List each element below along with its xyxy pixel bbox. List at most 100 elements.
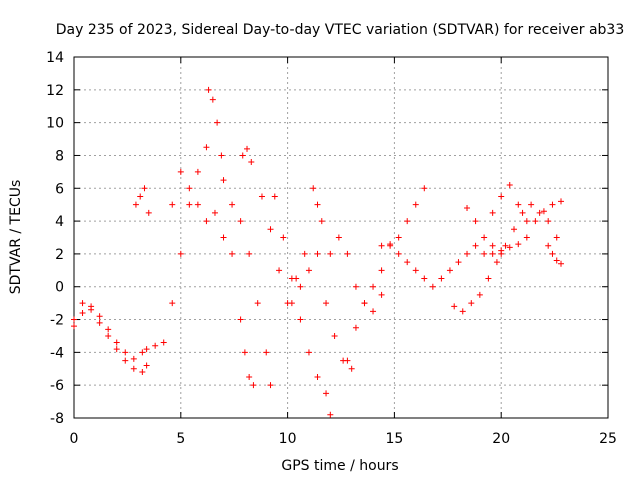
y-tick-label: 4 [55, 214, 64, 230]
data-point [241, 349, 248, 356]
data-marks [71, 86, 565, 418]
data-point [464, 204, 471, 211]
data-point [506, 181, 513, 188]
data-point [523, 218, 530, 225]
data-point [323, 300, 330, 307]
data-point [545, 242, 552, 249]
data-point [485, 275, 492, 282]
data-point [327, 411, 334, 418]
data-point [113, 346, 120, 353]
data-point [218, 152, 225, 159]
data-point [515, 201, 522, 208]
data-point [438, 275, 445, 282]
data-point [472, 218, 479, 225]
data-point [459, 308, 466, 315]
data-point [280, 234, 287, 241]
data-point [267, 382, 274, 389]
data-point [160, 339, 167, 346]
data-point [455, 259, 462, 266]
data-point [318, 218, 325, 225]
data-point [305, 267, 312, 274]
data-point [301, 250, 308, 257]
data-point [378, 267, 385, 274]
data-point [122, 357, 129, 364]
data-series [169, 168, 236, 257]
data-point [203, 144, 210, 151]
data-point [79, 300, 86, 307]
x-tick-label: 15 [385, 431, 403, 447]
data-point [481, 250, 488, 257]
data-point [169, 300, 176, 307]
y-tick-label: 0 [55, 280, 64, 296]
data-point [429, 283, 436, 290]
data-point [331, 332, 338, 339]
data-point [314, 373, 321, 380]
data-point [549, 201, 556, 208]
data-point [511, 226, 518, 233]
y-tick-label: 14 [46, 50, 64, 66]
data-point [327, 250, 334, 257]
data-point [194, 168, 201, 175]
data-point [297, 283, 304, 290]
data-point [335, 234, 342, 241]
data-series [220, 177, 274, 389]
data-point [387, 241, 394, 248]
data-point [528, 201, 535, 208]
data-series [71, 306, 150, 376]
grid-layer [74, 57, 608, 418]
y-tick-label: 8 [55, 148, 64, 164]
data-series [288, 250, 355, 372]
data-point [545, 218, 552, 225]
data-point [220, 234, 227, 241]
data-point [370, 283, 377, 290]
data-point [203, 218, 210, 225]
data-point [446, 267, 453, 274]
data-point [263, 349, 270, 356]
data-point [244, 145, 251, 152]
data-point [177, 250, 184, 257]
data-point [237, 218, 244, 225]
data-point [145, 209, 152, 216]
data-point [105, 332, 112, 339]
data-point [378, 242, 385, 249]
data-point [141, 185, 148, 192]
data-point [220, 177, 227, 184]
y-tick-label: 6 [55, 181, 64, 197]
data-point [421, 185, 428, 192]
y-tick-label: -2 [50, 313, 64, 329]
data-point [305, 349, 312, 356]
data-point [143, 346, 150, 353]
data-point [122, 349, 129, 356]
data-point [395, 234, 402, 241]
data-point [344, 357, 351, 364]
data-point [352, 283, 359, 290]
data-point [250, 382, 257, 389]
data-point [523, 234, 530, 241]
data-point [498, 250, 505, 257]
data-point [137, 193, 144, 200]
data-point [395, 250, 402, 257]
chart-title: Day 235 of 2023, Sidereal Day-to-day VTE… [56, 22, 625, 38]
y-tick-labels: -8 -6 -4 -2 0 2 4 6 8 10 12 14 [46, 50, 64, 427]
data-point [246, 373, 253, 380]
data-series [545, 242, 565, 267]
data-point [489, 209, 496, 216]
plot-frame [73, 56, 609, 419]
data-point [169, 201, 176, 208]
data-point [515, 241, 522, 248]
data-point [412, 267, 419, 274]
data-series [464, 198, 565, 257]
data-point [214, 119, 221, 126]
data-point [205, 86, 212, 93]
y-tick-label: -8 [50, 411, 64, 427]
data-point [186, 201, 193, 208]
data-point [553, 234, 560, 241]
data-point [186, 185, 193, 192]
data-point [177, 168, 184, 175]
data-point [532, 218, 539, 225]
data-point [254, 300, 261, 307]
data-point [361, 300, 368, 307]
data-point [378, 291, 385, 298]
data-point [558, 198, 565, 205]
data-series [239, 145, 255, 166]
